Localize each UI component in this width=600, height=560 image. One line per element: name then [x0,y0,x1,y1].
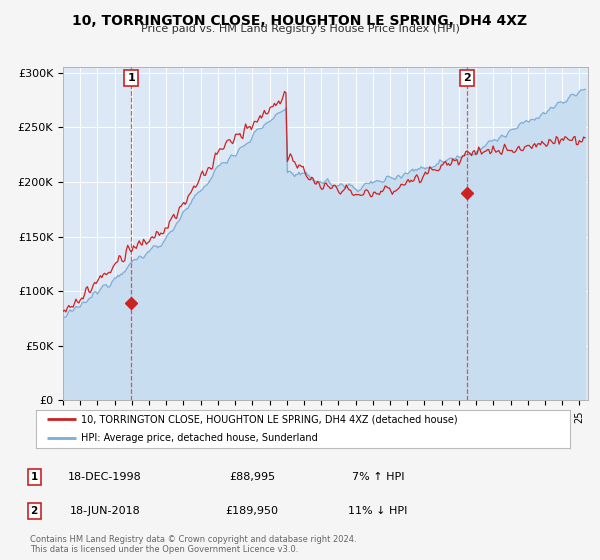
Text: 18-DEC-1998: 18-DEC-1998 [68,472,142,482]
Text: 2: 2 [31,506,38,516]
Text: £88,995: £88,995 [229,472,275,482]
Text: 10, TORRINGTON CLOSE, HOUGHTON LE SPRING, DH4 4XZ (detached house): 10, TORRINGTON CLOSE, HOUGHTON LE SPRING… [82,414,458,424]
Text: 2: 2 [463,73,470,83]
Text: 18-JUN-2018: 18-JUN-2018 [70,506,140,516]
Text: Price paid vs. HM Land Registry's House Price Index (HPI): Price paid vs. HM Land Registry's House … [140,24,460,34]
Text: 10, TORRINGTON CLOSE, HOUGHTON LE SPRING, DH4 4XZ: 10, TORRINGTON CLOSE, HOUGHTON LE SPRING… [73,14,527,28]
Text: This data is licensed under the Open Government Licence v3.0.: This data is licensed under the Open Gov… [30,545,298,554]
Text: Contains HM Land Registry data © Crown copyright and database right 2024.: Contains HM Land Registry data © Crown c… [30,535,356,544]
Text: HPI: Average price, detached house, Sunderland: HPI: Average price, detached house, Sund… [82,433,318,444]
Text: 1: 1 [127,73,135,83]
Text: £189,950: £189,950 [226,506,278,516]
Text: 1: 1 [31,472,38,482]
Text: 11% ↓ HPI: 11% ↓ HPI [349,506,407,516]
Text: 7% ↑ HPI: 7% ↑ HPI [352,472,404,482]
